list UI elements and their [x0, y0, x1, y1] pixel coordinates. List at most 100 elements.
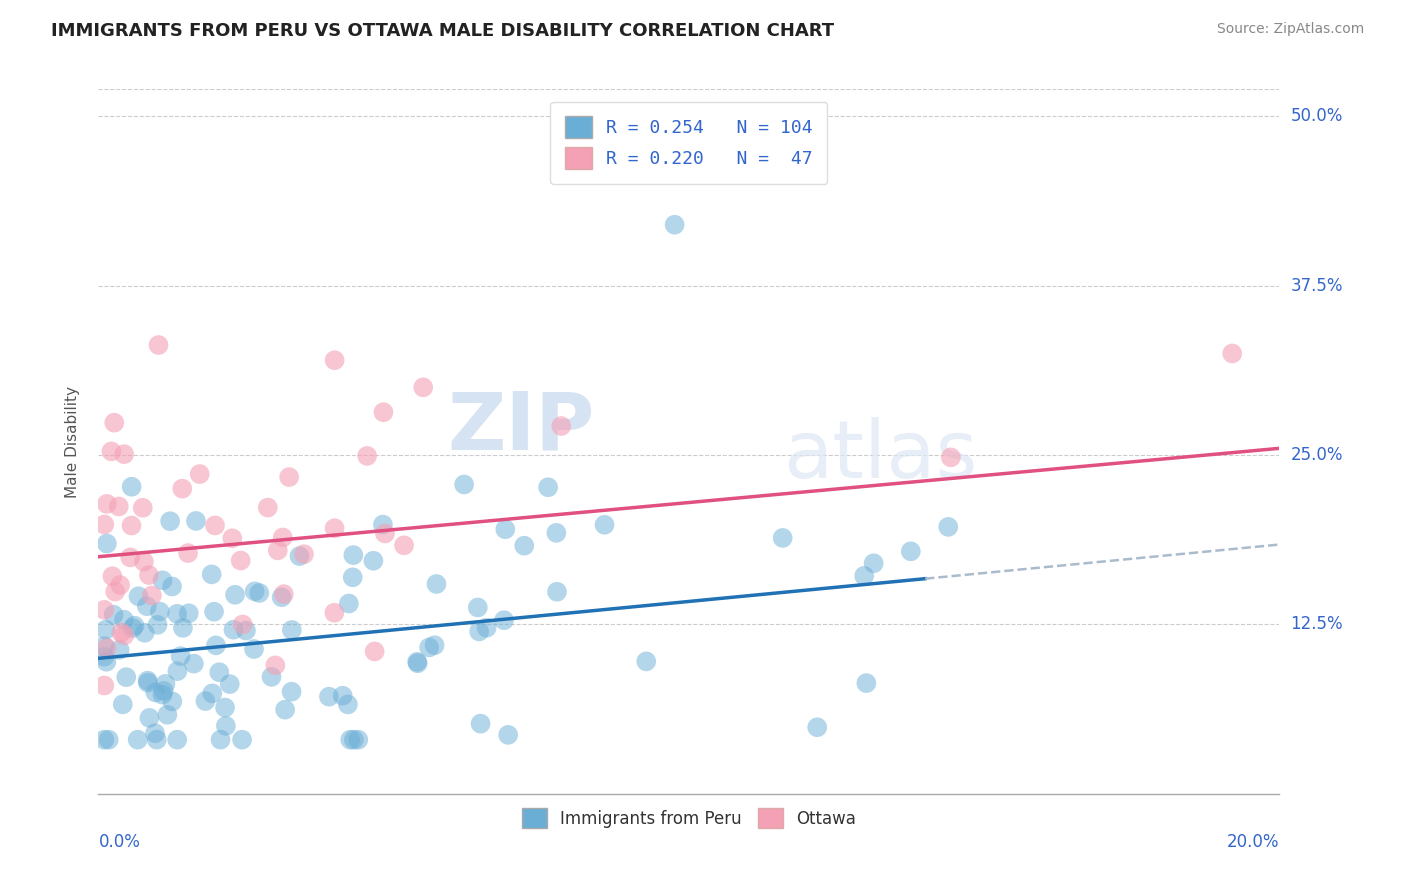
Point: [145, 732, 167, 747]
Point: [121, 621, 143, 635]
Y-axis label: Male Disability: Male Disability: [65, 385, 80, 498]
Point: [152, 574, 174, 588]
Point: [107, 500, 129, 514]
Point: [93, 639, 115, 653]
Point: [93, 732, 115, 747]
Point: [121, 518, 143, 533]
Point: [134, 625, 156, 640]
Point: [108, 578, 131, 592]
Point: [270, 591, 292, 605]
Point: [209, 732, 232, 747]
Point: [406, 657, 429, 671]
Text: 12.5%: 12.5%: [1291, 615, 1343, 633]
Point: [339, 732, 361, 747]
Text: 50.0%: 50.0%: [1291, 107, 1343, 125]
Point: [141, 589, 163, 603]
Point: [425, 577, 447, 591]
Point: [103, 607, 125, 622]
Point: [323, 521, 346, 535]
Point: [337, 597, 360, 611]
Point: [224, 588, 246, 602]
Point: [470, 716, 492, 731]
Text: atlas: atlas: [783, 417, 977, 495]
Point: [156, 707, 179, 722]
Point: [274, 703, 297, 717]
Point: [208, 665, 231, 680]
Point: [374, 526, 396, 541]
Point: [260, 670, 283, 684]
Point: [406, 655, 429, 669]
Point: [318, 690, 340, 704]
Point: [188, 467, 211, 481]
Point: [120, 550, 142, 565]
Point: [280, 684, 302, 698]
Point: [148, 338, 170, 352]
Point: [205, 639, 228, 653]
Point: [247, 586, 270, 600]
Point: [104, 584, 127, 599]
Point: [201, 567, 224, 582]
Point: [494, 613, 516, 627]
Point: [145, 685, 167, 699]
Point: [900, 544, 922, 558]
Point: [664, 218, 686, 232]
Point: [453, 477, 475, 491]
Point: [806, 720, 828, 734]
Point: [96, 536, 118, 550]
Point: [93, 678, 115, 692]
Point: [149, 605, 172, 619]
Point: [159, 514, 181, 528]
Point: [166, 607, 188, 621]
Point: [112, 613, 135, 627]
Point: [121, 480, 143, 494]
Point: [201, 686, 224, 700]
Point: [96, 655, 118, 669]
Point: [537, 480, 560, 494]
Point: [593, 517, 616, 532]
Point: [323, 353, 346, 368]
Point: [373, 405, 395, 419]
Point: [343, 732, 366, 747]
Point: [204, 518, 226, 533]
Point: [221, 531, 243, 545]
Point: [136, 675, 159, 690]
Point: [342, 548, 364, 562]
Point: [939, 450, 962, 465]
Point: [93, 517, 115, 532]
Point: [160, 580, 183, 594]
Point: [475, 621, 498, 635]
Text: 37.5%: 37.5%: [1291, 277, 1343, 294]
Point: [172, 621, 194, 635]
Point: [177, 606, 200, 620]
Point: [100, 444, 122, 458]
Point: [143, 726, 166, 740]
Point: [232, 617, 254, 632]
Point: [183, 657, 205, 671]
Point: [96, 641, 118, 656]
Point: [546, 584, 568, 599]
Point: [166, 732, 188, 747]
Point: [97, 732, 120, 747]
Point: [243, 584, 266, 599]
Text: Source: ZipAtlas.com: Source: ZipAtlas.com: [1216, 22, 1364, 37]
Point: [264, 658, 287, 673]
Point: [155, 677, 177, 691]
Point: [162, 694, 184, 708]
Point: [194, 694, 217, 708]
Point: [152, 684, 174, 698]
Point: [392, 538, 415, 552]
Point: [332, 689, 354, 703]
Point: [110, 625, 132, 640]
Point: [323, 606, 346, 620]
Point: [256, 500, 278, 515]
Point: [363, 644, 385, 658]
Point: [218, 677, 240, 691]
Point: [103, 416, 125, 430]
Point: [112, 628, 135, 642]
Point: [115, 670, 138, 684]
Point: [468, 624, 491, 639]
Point: [418, 640, 440, 655]
Point: [231, 732, 253, 747]
Point: [172, 482, 194, 496]
Point: [550, 419, 572, 434]
